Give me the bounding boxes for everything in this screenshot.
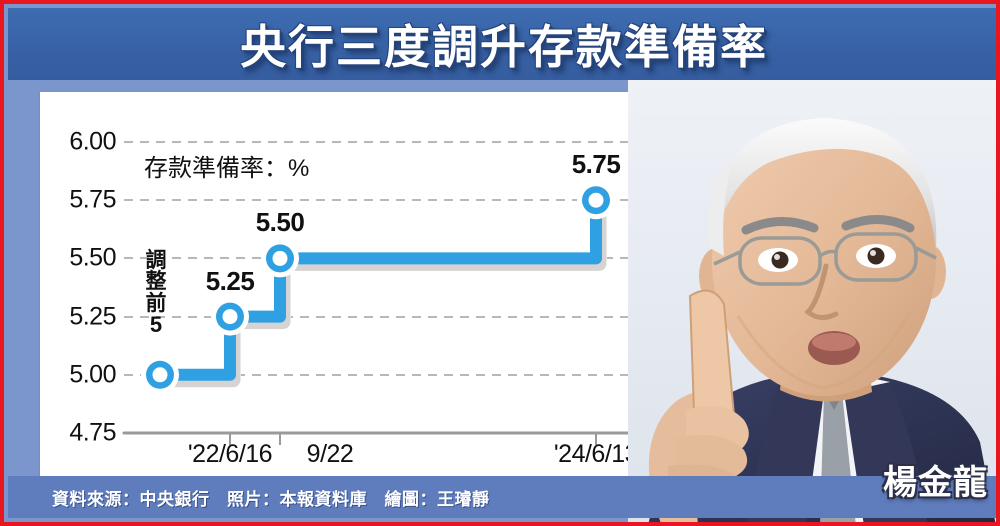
source-footer: 資料來源：中央銀行 照片：本報資料庫 繪圖：王璿靜	[8, 476, 996, 518]
pre-adjust-char-2: 整	[145, 270, 167, 294]
body-area: 6.00 5.75 5.50 5.25 5.00 4.75 存款準備率：% 調 …	[8, 80, 996, 522]
y-tick-500: 5.00	[69, 360, 116, 389]
pre-adjust-char-3: 前	[145, 291, 167, 315]
data-label-525: 5.25	[205, 266, 255, 296]
pre-adjust-value: 5	[149, 312, 163, 338]
data-label-575: 5.75	[571, 149, 621, 179]
pre-adjust-annotation: 調 整 前 5	[143, 250, 169, 337]
y-tick-525: 5.25	[69, 302, 116, 331]
chart-unit-label: 存款準備率：%	[144, 155, 310, 182]
y-tick-475: 4.75	[69, 418, 116, 447]
photo-illustration	[628, 80, 996, 522]
line-chart-svg	[122, 141, 947, 445]
page-title: 央行三度調升存款準備率	[240, 21, 768, 73]
pre-adjust-char-1: 調	[145, 249, 167, 272]
source-text: 資料來源：中央銀行 照片：本報資料庫 繪圖：王璿靜	[52, 489, 490, 509]
x-tick-label-3: '24/6/13	[553, 440, 639, 468]
y-tick-575: 5.75	[69, 185, 116, 214]
photo-caption: 楊金龍	[883, 464, 988, 502]
y-tick-550: 5.50	[69, 243, 116, 272]
governor-photo: 楊金龍	[628, 80, 996, 522]
y-tick-600: 6.00	[69, 127, 116, 156]
x-tick-label-1: '22/6/16	[187, 440, 273, 468]
header-banner: 央行三度調升存款準備率	[8, 8, 996, 80]
x-tick-label-2: 9/22	[306, 440, 354, 468]
data-label-550: 5.50	[255, 207, 305, 237]
